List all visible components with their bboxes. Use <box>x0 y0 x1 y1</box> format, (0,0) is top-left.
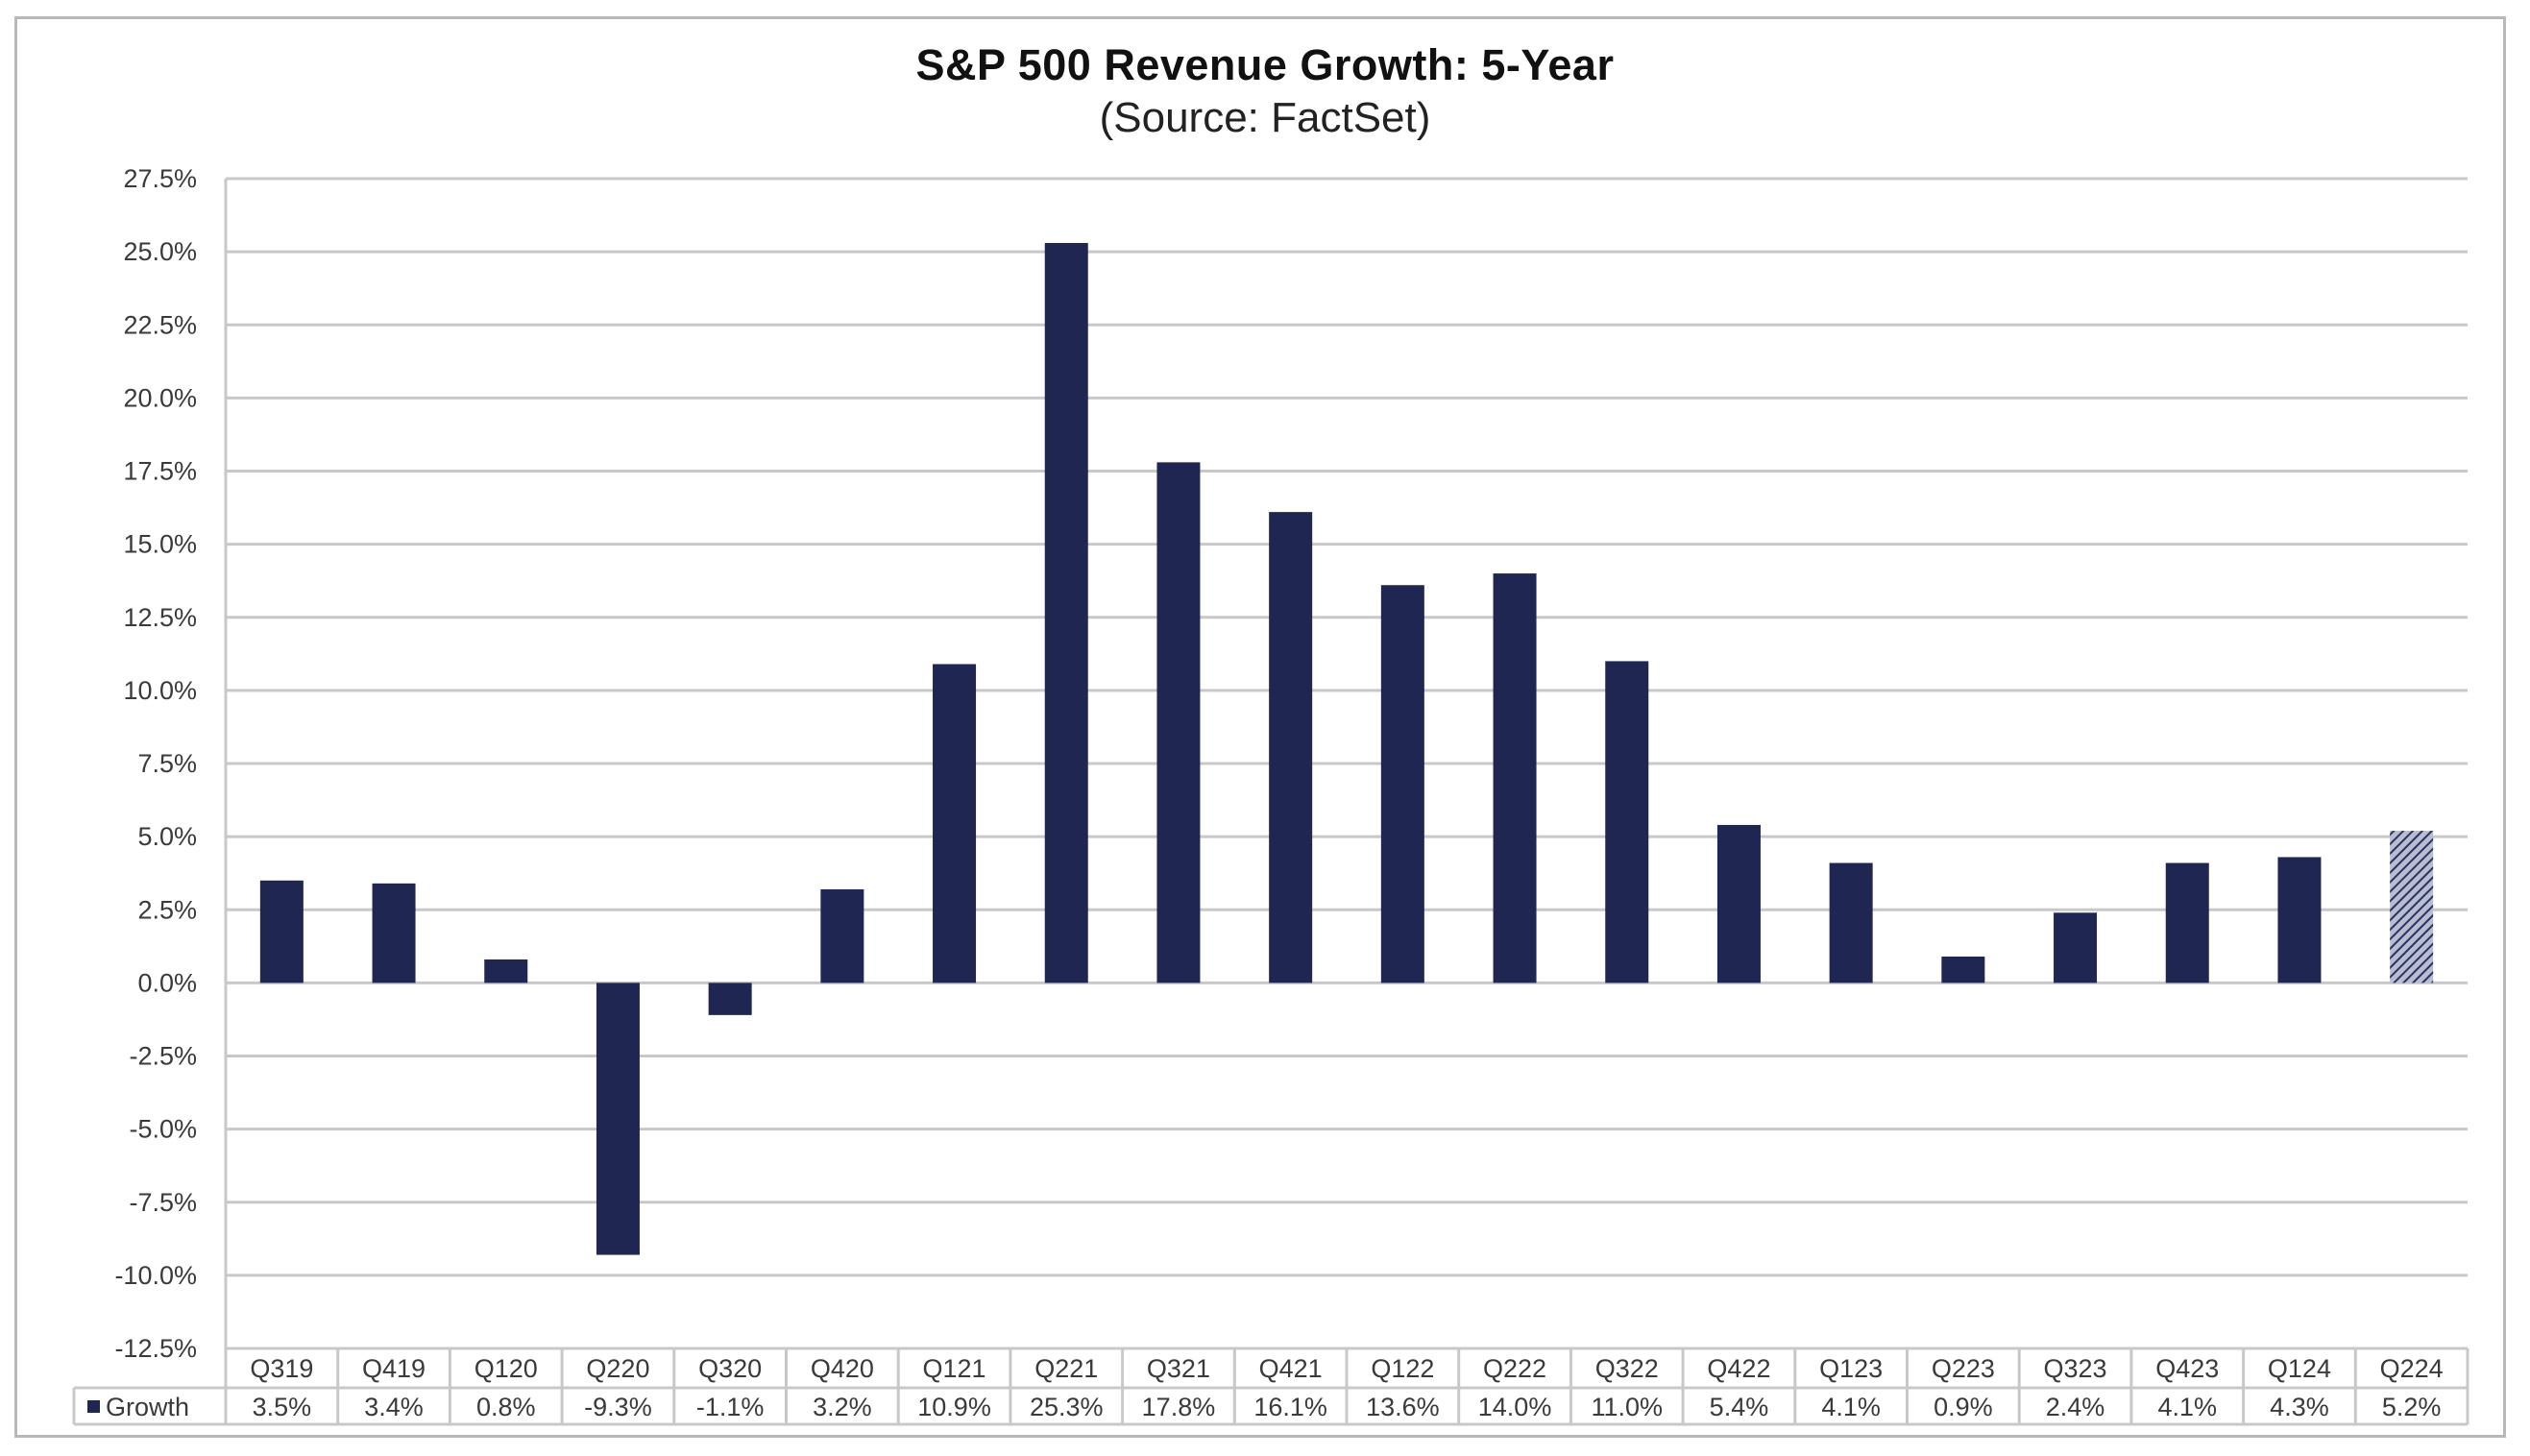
value-label: 16.1% <box>1253 1393 1327 1421</box>
bar-q421 <box>1269 512 1313 983</box>
value-label: 3.4% <box>364 1393 424 1421</box>
data-table: Q319 3.5% Q419 3.4% Q120 0.8% Q220 -9.3% Q320 -1.… <box>72 1347 2469 1426</box>
bar-q419 <box>372 883 416 983</box>
category-label: Q422 <box>1707 1354 1770 1383</box>
value-label: -1.1% <box>696 1393 765 1421</box>
bar-q322 <box>1605 661 1649 983</box>
value-label: 5.2% <box>2382 1393 2442 1421</box>
value-label: 13.6% <box>1366 1393 1440 1421</box>
category-label: Q222 <box>1483 1354 1546 1383</box>
category-label: Q420 <box>811 1354 874 1383</box>
category-label: Q121 <box>923 1354 986 1383</box>
value-label: 2.4% <box>2046 1393 2105 1421</box>
y-tick-label: -10.0% <box>114 1261 197 1290</box>
value-label: 4.1% <box>2157 1393 2217 1421</box>
value-label: 4.3% <box>2270 1393 2329 1421</box>
bar-q123 <box>1829 862 1873 983</box>
value-label: 11.0% <box>1591 1393 1663 1421</box>
category-label: Q319 <box>250 1354 313 1383</box>
bar-q420 <box>820 888 864 983</box>
y-tick-label: 0.0% <box>137 968 197 997</box>
value-label: 10.9% <box>917 1393 991 1421</box>
gridlines <box>224 177 2468 1424</box>
value-label: 0.8% <box>476 1393 536 1421</box>
category-label: Q320 <box>698 1354 762 1383</box>
value-label: 14.0% <box>1478 1393 1552 1421</box>
category-label: Q419 <box>362 1354 426 1383</box>
chart-title: S&P 500 Revenue Growth: 5-Year <box>915 40 1615 89</box>
bar-q222 <box>1493 573 1537 983</box>
y-tick-label: 12.5% <box>123 603 197 632</box>
category-label: Q223 <box>1932 1354 1995 1383</box>
category-label: Q220 <box>586 1354 649 1383</box>
y-tick-label: 15.0% <box>123 530 197 559</box>
bar-q122 <box>1380 585 1424 983</box>
bar-q423 <box>2165 862 2209 983</box>
bar-q121 <box>933 664 977 983</box>
bar-q220 <box>596 983 640 1255</box>
bar-q223 <box>1941 956 1985 983</box>
legend-label: Growth <box>106 1393 189 1421</box>
y-tick-label: 10.0% <box>123 676 197 705</box>
bars <box>259 242 2434 1255</box>
value-label: 4.1% <box>1821 1393 1881 1421</box>
y-tick-label: 2.5% <box>137 895 197 924</box>
bar-q224 <box>2390 831 2434 983</box>
y-tick-label: 25.0% <box>123 237 197 266</box>
value-label: 0.9% <box>1934 1393 1993 1421</box>
category-label: Q321 <box>1147 1354 1210 1383</box>
y-tick-label: -5.0% <box>129 1115 197 1144</box>
value-label: 25.3% <box>1030 1393 1104 1421</box>
y-tick-label: -2.5% <box>129 1042 197 1071</box>
category-label: Q124 <box>2268 1354 2331 1383</box>
y-tick-label: 17.5% <box>123 457 197 486</box>
bar-q320 <box>708 983 752 1015</box>
y-tick-label: 22.5% <box>123 310 197 339</box>
value-label: 5.4% <box>1710 1393 1769 1421</box>
y-tick-label: -12.5% <box>114 1334 197 1363</box>
category-label: Q423 <box>2155 1354 2219 1383</box>
bar-q120 <box>484 959 528 983</box>
y-tick-label: 5.0% <box>137 822 197 851</box>
category-label: Q123 <box>1819 1354 1883 1383</box>
bar-q321 <box>1156 462 1201 983</box>
bar-q221 <box>1044 242 1088 983</box>
value-label: 3.2% <box>813 1393 872 1421</box>
bar-q319 <box>259 880 304 983</box>
category-label: Q122 <box>1371 1354 1434 1383</box>
y-axis-tick-labels: 27.5% 25.0% 22.5% 20.0% 17.5% 15.0% 12.5% 10.0%… <box>114 164 197 1363</box>
bar-q124 <box>2277 857 2322 983</box>
value-label: -9.3% <box>584 1393 652 1421</box>
category-label: Q421 <box>1259 1354 1323 1383</box>
category-label: Q224 <box>2380 1354 2444 1383</box>
y-tick-label: 27.5% <box>123 164 197 193</box>
chart-subtitle: (Source: FactSet) <box>1099 94 1431 141</box>
y-tick-label: -7.5% <box>129 1188 197 1217</box>
value-label: 3.5% <box>253 1393 312 1421</box>
legend-swatch <box>87 1400 100 1413</box>
y-tick-label: 20.0% <box>123 383 197 412</box>
category-label: Q322 <box>1595 1354 1659 1383</box>
bar-q422 <box>1716 824 1761 983</box>
value-label: 17.8% <box>1142 1393 1216 1421</box>
category-label: Q323 <box>2044 1354 2107 1383</box>
category-label: Q120 <box>474 1354 538 1383</box>
category-label: Q221 <box>1034 1354 1098 1383</box>
bar-q323 <box>2054 912 2098 983</box>
y-tick-label: 7.5% <box>137 749 197 778</box>
